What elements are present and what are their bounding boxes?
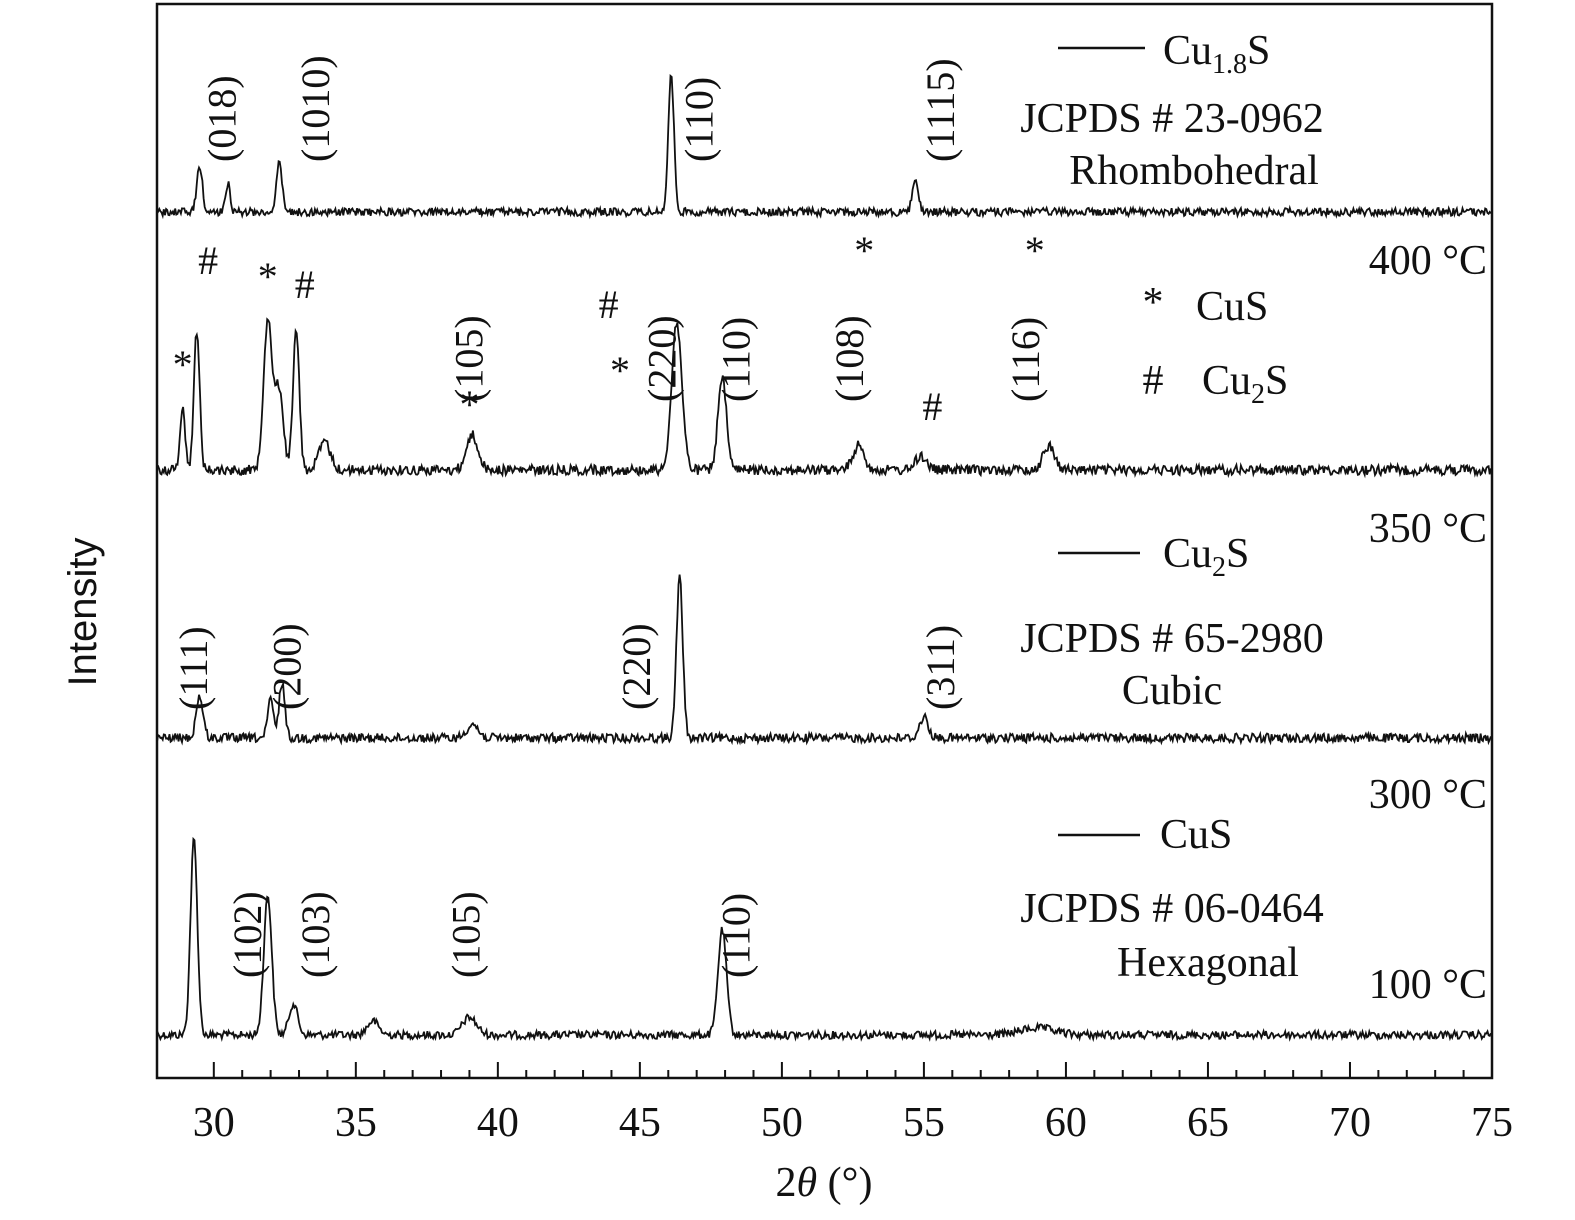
temp-label-350: 350 °C bbox=[1369, 506, 1487, 552]
x-axis-ticks: 30 35 40 45 50 55 60 65 70 75 bbox=[193, 1062, 1513, 1146]
peak-label: (111) bbox=[171, 626, 216, 710]
peak-label: (018) bbox=[199, 75, 244, 162]
cus-marker: * bbox=[610, 348, 630, 393]
cus-marker: * bbox=[854, 228, 874, 273]
plot-frame bbox=[155, 2, 1494, 1080]
legend-marker-hash-phase: Cu2S bbox=[1202, 358, 1288, 410]
cu2s-marker: # bbox=[198, 238, 218, 283]
legend-cus-hexagonal: CuS JCPDS # 06-0464 Hexagonal bbox=[1020, 812, 1323, 986]
legend-jcpds-cu2s: JCPDS # 65-2980 bbox=[1020, 616, 1323, 662]
legend-system-cubic: Cubic bbox=[1122, 668, 1222, 714]
legend-jcpds-cu18s: JCPDS # 23-0962 bbox=[1020, 96, 1323, 142]
cu2s-marker: # bbox=[922, 384, 942, 429]
xrd-trace-350c bbox=[156, 317, 1492, 479]
legend-system-rhombohedral: Rhombohedral bbox=[1069, 148, 1319, 194]
cus-marker: * bbox=[1025, 228, 1045, 273]
peak-label: (110) bbox=[713, 317, 758, 402]
peak-label: (311) bbox=[918, 625, 963, 710]
legend-system-hexagonal: Hexagonal bbox=[1117, 940, 1299, 986]
x-tick-label: 30 bbox=[193, 1100, 235, 1146]
phase-markers: * # * # * # * * # * bbox=[173, 228, 1045, 429]
legend-phase-cu2s: Cu2S bbox=[1163, 531, 1249, 583]
peak-label: (110) bbox=[713, 893, 758, 978]
xrd-trace-100c bbox=[156, 836, 1492, 1043]
cus-marker: * bbox=[459, 382, 479, 427]
x-axis-label-theta: θ bbox=[797, 1160, 818, 1206]
x-tick-label: 75 bbox=[1471, 1100, 1513, 1146]
legend-jcpds-cus: JCPDS # 06-0464 bbox=[1020, 886, 1323, 932]
legend-phase-cu18s: Cu1.8S bbox=[1163, 28, 1270, 80]
peak-label: (200) bbox=[265, 623, 310, 710]
legend-marker-star-phase: CuS bbox=[1196, 284, 1268, 330]
peak-label: (116) bbox=[1003, 317, 1048, 402]
legend-marker-key: * CuS # Cu2S bbox=[1143, 280, 1289, 410]
x-tick-label: 70 bbox=[1329, 1100, 1371, 1146]
legend-cu2s-cubic: Cu2S JCPDS # 65-2980 Cubic bbox=[1020, 531, 1323, 714]
peak-label: (105) bbox=[444, 891, 489, 978]
peak-label: (103) bbox=[293, 891, 338, 978]
temp-label-300: 300 °C bbox=[1369, 772, 1487, 818]
cus-marker: * bbox=[258, 254, 278, 299]
x-tick-label: 40 bbox=[477, 1100, 519, 1146]
x-tick-label: 35 bbox=[335, 1100, 377, 1146]
x-axis-label: 2θ (°) bbox=[776, 1160, 873, 1206]
legend-cu18s-rhombohedral: Cu1.8S JCPDS # 23-0962 Rhombohedral bbox=[1020, 28, 1323, 194]
x-tick-label: 65 bbox=[1187, 1100, 1229, 1146]
peak-label: (220) bbox=[640, 315, 685, 402]
temp-label-400: 400 °C bbox=[1369, 238, 1487, 284]
xrd-trace-400c bbox=[156, 74, 1492, 220]
peak-label: (220) bbox=[614, 623, 659, 710]
peak-label: (105) bbox=[446, 315, 491, 402]
y-axis-label: Intensity bbox=[61, 538, 105, 687]
pattern-traces bbox=[156, 74, 1492, 1043]
x-tick-label: 50 bbox=[761, 1100, 803, 1146]
peak-annotations: (102) (103) (105) (110) (111) (200) (220) (311)… bbox=[171, 55, 1048, 978]
legend-marker-hash: # bbox=[1143, 358, 1164, 404]
x-tick-label: 60 bbox=[1045, 1100, 1087, 1146]
cu2s-marker: # bbox=[599, 282, 619, 327]
peak-label: (102) bbox=[225, 891, 270, 978]
cus-marker: * bbox=[173, 342, 193, 387]
cu2s-marker: # bbox=[295, 262, 315, 307]
xrd-trace-300c bbox=[156, 574, 1492, 746]
peak-label: (108) bbox=[827, 315, 872, 402]
peak-label: (110) bbox=[677, 77, 722, 162]
legend-phase-cus: CuS bbox=[1160, 812, 1232, 858]
x-tick-label: 45 bbox=[619, 1100, 661, 1146]
peak-label: (1010) bbox=[293, 55, 338, 162]
legend-marker-star: * bbox=[1143, 280, 1164, 326]
x-tick-label: 55 bbox=[903, 1100, 945, 1146]
temp-label-100: 100 °C bbox=[1369, 962, 1487, 1008]
peak-label: (1115) bbox=[918, 58, 963, 162]
